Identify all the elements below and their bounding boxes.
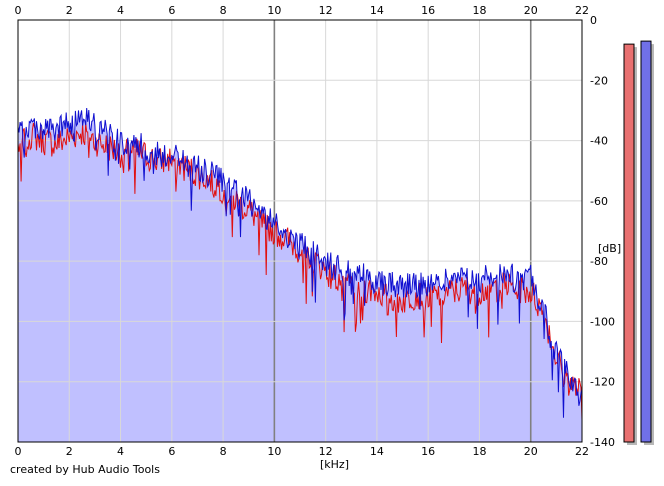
x-tick-label-bottom: 22: [575, 445, 589, 458]
level-meter-left: [623, 43, 635, 443]
y-tick-label: -100: [590, 315, 615, 328]
y-tick-label: -20: [590, 74, 608, 87]
y-tick-label: 0: [590, 14, 597, 27]
x-tick-labels-bottom: 0 2 4 6 8 10 12 14 16 18 20 22: [15, 445, 590, 458]
x-tick-label-bottom: 4: [117, 445, 124, 458]
axes: [17, 19, 583, 443]
series-line-blue: [17, 107, 583, 418]
y-tick-label: -140: [590, 436, 615, 449]
level-meters: [623, 40, 654, 445]
y-axis-label: [dB]: [598, 242, 621, 255]
y-tick-label: -60: [590, 195, 608, 208]
x-tick-label-top: 12: [319, 4, 333, 17]
x-tick-label-top: 20: [524, 4, 538, 17]
x-tick-label-top: 10: [267, 4, 281, 17]
x-tick-label-top: 4: [117, 4, 124, 17]
x-tick-label-bottom: 20: [524, 445, 538, 458]
x-tick-label-bottom: 14: [370, 445, 384, 458]
x-tick-label-top: 2: [66, 4, 73, 17]
level-meter-right: [640, 40, 652, 443]
x-tick-label-bottom: 12: [319, 445, 333, 458]
x-tick-label-bottom: 0: [15, 445, 22, 458]
y-tick-labels: 0 -20 -40 -60 -80 -100 -120 -140: [590, 14, 615, 449]
credit-text: created by Hub Audio Tools: [10, 463, 160, 476]
x-tick-label-top: 16: [421, 4, 435, 17]
x-axis-label: [kHz]: [320, 458, 349, 471]
x-tick-label-top: 14: [370, 4, 384, 17]
y-tick-label: -120: [590, 376, 615, 389]
x-tick-label-top: 6: [168, 4, 175, 17]
x-tick-label-bottom: 2: [66, 445, 73, 458]
spectrum-area: [18, 108, 582, 442]
y-tick-label: -80: [590, 255, 608, 268]
x-tick-label-bottom: 10: [267, 445, 281, 458]
x-tick-label-top: 18: [472, 4, 486, 17]
plot-frame: [17, 19, 583, 443]
x-tick-label-top: 22: [575, 4, 589, 17]
x-tick-labels-top: 0 2 4 6 8 10 12 14 16 18 20 22: [15, 4, 590, 17]
x-tick-label-bottom: 8: [220, 445, 227, 458]
x-tick-label-bottom: 16: [421, 445, 435, 458]
x-tick-label-top: 8: [220, 4, 227, 17]
series-line-red: [17, 122, 583, 421]
spectrum-fill: [18, 108, 582, 442]
x-tick-label-top: 0: [15, 4, 22, 17]
x-tick-label-bottom: 18: [472, 445, 486, 458]
y-tick-label: -40: [590, 135, 608, 148]
series-lines: [17, 107, 583, 421]
x-tick-label-bottom: 6: [168, 445, 175, 458]
